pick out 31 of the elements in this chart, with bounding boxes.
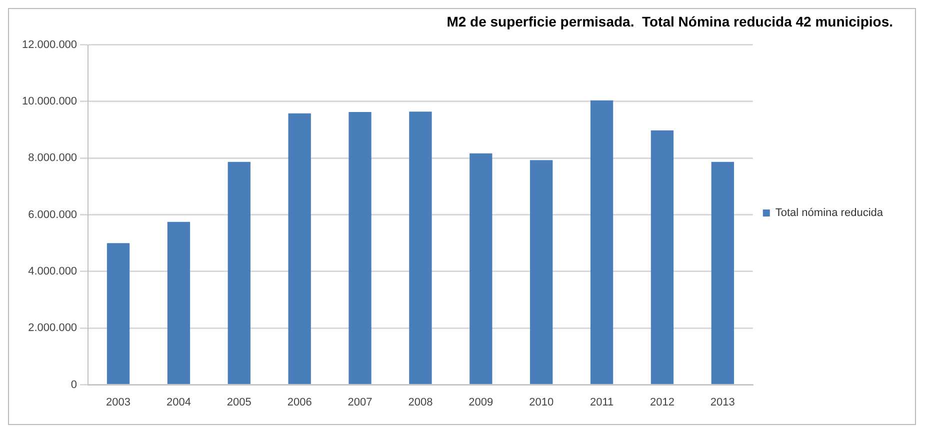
x-tick-label: 2012 [650, 396, 674, 408]
bar [288, 113, 311, 384]
y-tick-label: 6.000.000 [28, 208, 78, 221]
x-tick-label: 2004 [166, 396, 191, 408]
bar [650, 130, 674, 384]
bar [106, 243, 130, 384]
chart-title: M2 de superficie permisada. Total Nómina reducida 42 municipios. [446, 13, 893, 30]
bar [590, 100, 614, 384]
y-tick-label: 12.000.000 [22, 38, 78, 51]
legend-label: Total nómina reducida [775, 207, 884, 220]
x-tick-label: 2007 [348, 396, 372, 408]
x-tick-label: 2010 [529, 396, 554, 408]
x-tick-label: 2013 [710, 396, 735, 408]
bar [409, 112, 432, 384]
y-tick-label: 0 [70, 378, 78, 391]
y-tick-label: 10.000.000 [22, 96, 78, 108]
bar [470, 153, 492, 384]
x-tick-label: 2011 [590, 396, 614, 408]
y-tick-label: 4.000.000 [28, 266, 78, 278]
bar [348, 112, 372, 384]
y-tick-label: 2.000.000 [28, 322, 78, 334]
y-tick-label: 8.000.000 [28, 152, 78, 164]
bar [228, 162, 250, 384]
x-tick-label: 2003 [106, 396, 131, 408]
bar [167, 222, 190, 384]
x-tick-label: 2006 [287, 396, 312, 408]
bar [530, 160, 553, 384]
x-tick-label: 2008 [408, 396, 433, 408]
bar [711, 162, 734, 384]
x-tick-label: 2005 [226, 396, 252, 408]
x-tick-label: 2009 [468, 396, 494, 408]
